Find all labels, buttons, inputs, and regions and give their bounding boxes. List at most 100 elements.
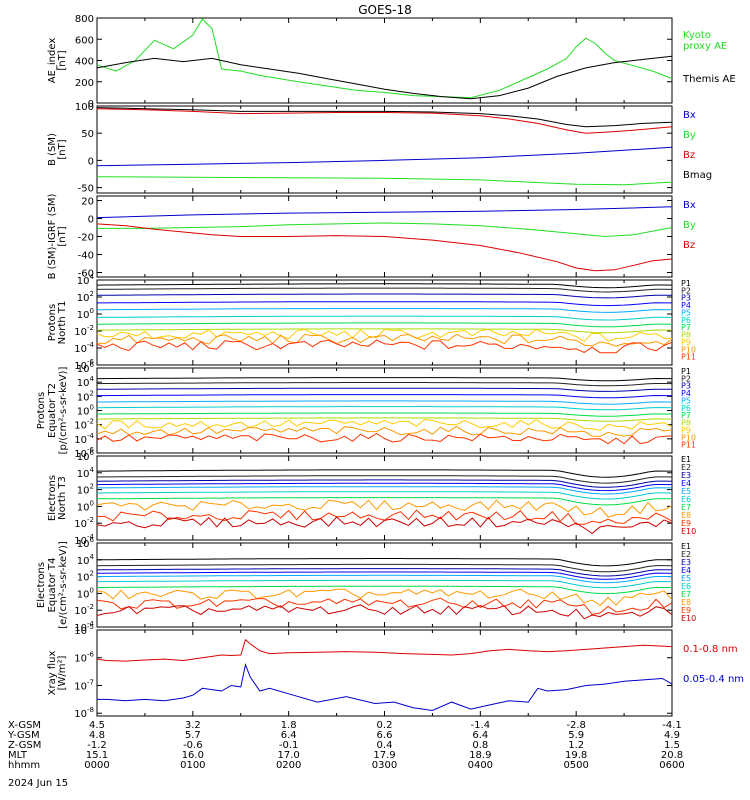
panel-frame <box>96 367 673 454</box>
channel-line-e6 <box>97 579 672 589</box>
y-tick-label: 800 <box>75 14 94 25</box>
y-tick-label: 100 <box>77 586 94 600</box>
y-axis-label: Electrons <box>36 562 47 608</box>
channel-label: E4 <box>681 566 691 575</box>
channel-line-e4 <box>97 571 672 580</box>
y-tick-base: 10 <box>77 469 90 480</box>
y-tick-label: 0 <box>88 156 94 167</box>
y-tick-label: 400 <box>75 57 94 68</box>
y-tick-exponent: 4 <box>90 553 95 561</box>
x-axis-value: -1.2 <box>87 740 107 751</box>
channel-line-e9 <box>96 509 673 525</box>
y-tick-exponent: 4 <box>90 273 95 281</box>
y-tick-label: -60 <box>78 269 94 280</box>
legend-label: Kyoto <box>683 30 711 41</box>
channel-label: P4 <box>681 389 691 398</box>
x-axis-value: 4.5 <box>89 720 105 731</box>
y-tick-base: 10 <box>77 556 90 567</box>
x-axis-value: 0400 <box>468 760 493 771</box>
y-tick-base: 10 <box>77 539 90 550</box>
legend-label: Bz <box>683 150 695 161</box>
channel-label: P2 <box>681 374 691 383</box>
x-axis-value: -0.6 <box>183 740 203 751</box>
channel-label: E7 <box>681 590 691 599</box>
channel-line-p11 <box>96 339 673 354</box>
y-tick-exponent: 2 <box>90 389 94 397</box>
y-tick-label: 104 <box>77 273 95 287</box>
channel-label: E3 <box>681 558 691 567</box>
legend-label: proxy AE <box>683 41 727 52</box>
channel-label: E8 <box>681 511 691 520</box>
x-axis-value: 17.9 <box>373 750 395 761</box>
channel-line-p9 <box>96 419 673 431</box>
y-tick-label: 10-7 <box>74 678 94 692</box>
channel-label: E4 <box>681 479 691 488</box>
y-tick-base: 10 <box>74 709 87 720</box>
channel-label: E5 <box>681 574 691 583</box>
y-tick-label: 10-2 <box>74 516 94 530</box>
y-tick-base: 10 <box>77 378 90 389</box>
y-tick-exponent: 6 <box>90 536 95 544</box>
y-tick-base: 10 <box>74 606 87 617</box>
channel-line-p3 <box>96 293 673 299</box>
x-axis-value: 6.6 <box>377 730 393 741</box>
channel-label: P4 <box>681 301 691 310</box>
y-tick-label: 10-2 <box>74 418 94 432</box>
y-tick-label: 100 <box>75 102 94 113</box>
channel-label: E3 <box>681 471 691 480</box>
y-tick-base: 10 <box>77 310 90 321</box>
channel-line-e10 <box>96 604 673 620</box>
y-tick-base: 10 <box>74 361 87 372</box>
series-line <box>96 223 673 272</box>
channel-label: P10 <box>681 345 696 354</box>
y-tick-exponent: 2 <box>90 483 94 491</box>
x-axis-value: 0.2 <box>377 720 393 731</box>
y-tick-label: 102 <box>77 389 94 403</box>
y-tick-label: 100 <box>77 499 94 513</box>
y-tick-exponent: -8 <box>87 706 94 714</box>
y-tick-exponent: 0 <box>90 586 94 594</box>
chart-title: GOES-18 <box>358 3 412 17</box>
x-axis-value: 18.9 <box>469 750 491 761</box>
y-tick-exponent: 0 <box>90 499 94 507</box>
x-axis-value: 3.2 <box>185 720 201 731</box>
channel-line-e4 <box>96 482 673 492</box>
legend-label: Bmag <box>683 170 712 181</box>
x-axis-value: 19.8 <box>565 750 587 761</box>
channel-label: P6 <box>681 316 691 325</box>
channel-line-p10 <box>96 425 673 437</box>
channel-line-e10 <box>96 516 673 535</box>
y-tick-exponent: 0 <box>90 404 94 412</box>
y-tick-label: 10-4 <box>74 432 94 446</box>
y-tick-exponent: 0 <box>90 307 94 315</box>
x-axis-value: -0.1 <box>279 740 299 751</box>
channel-label: P9 <box>681 338 691 347</box>
y-tick-base: 10 <box>77 452 90 463</box>
y-tick-label: 100 <box>77 404 94 418</box>
y-tick-label: 10-4 <box>74 533 94 547</box>
channel-label: E9 <box>681 606 691 615</box>
y-tick-label: 0 <box>88 99 94 110</box>
y-tick-base: 10 <box>74 536 87 547</box>
y-tick-label: 10-4 <box>74 620 94 634</box>
channel-line-p1 <box>97 377 672 382</box>
y-tick-exponent: 2 <box>90 570 94 578</box>
y-tick-label: 20 <box>81 197 94 208</box>
x-axis-value: 1.5 <box>664 740 680 751</box>
channel-line-p5 <box>96 308 673 313</box>
y-axis-label: [nT] <box>57 139 68 159</box>
y-tick-exponent: -2 <box>87 516 94 524</box>
y-axis-label: [nT] <box>57 226 68 246</box>
channel-label: P11 <box>681 441 696 450</box>
channel-label: P10 <box>681 433 696 442</box>
y-tick-exponent: -7 <box>87 678 94 686</box>
y-tick-exponent: -6 <box>87 446 95 454</box>
y-tick-exponent: 4 <box>90 375 95 383</box>
channel-label: P1 <box>681 367 691 376</box>
x-axis-value: 0100 <box>180 760 205 771</box>
channel-line-p7 <box>96 322 673 328</box>
legend-label: Bz <box>683 240 695 251</box>
